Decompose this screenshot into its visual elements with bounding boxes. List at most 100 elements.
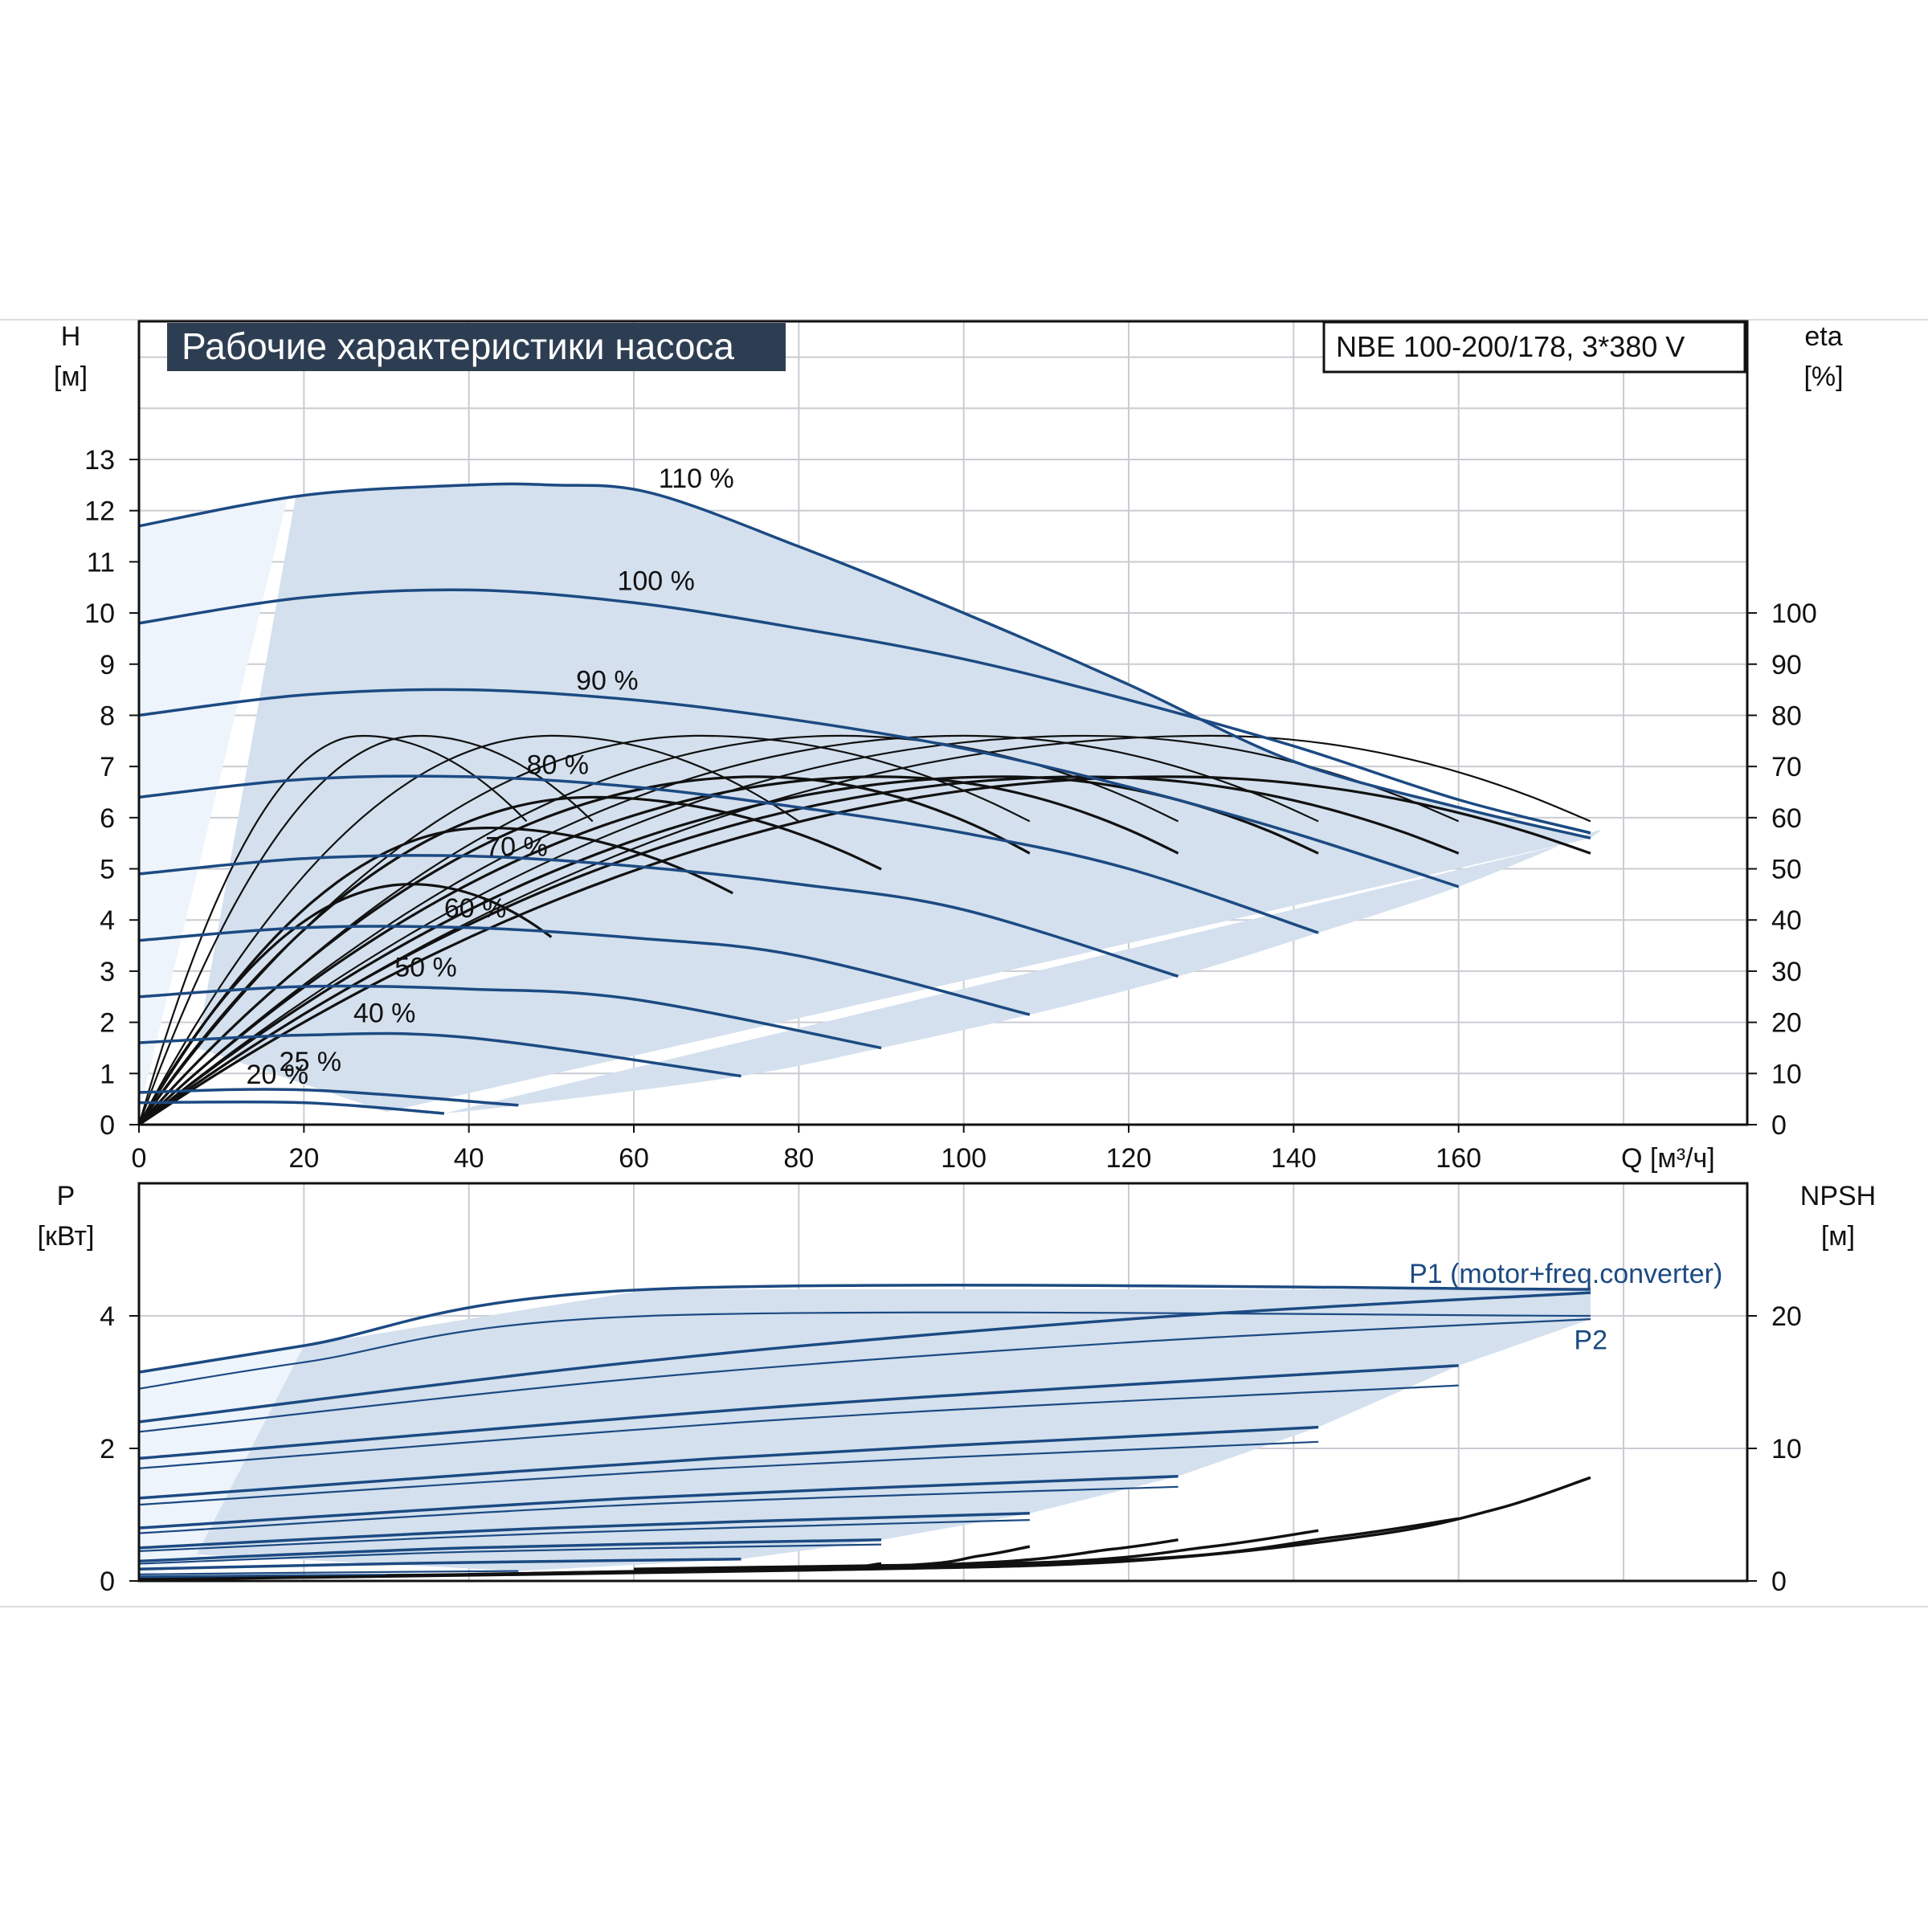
power-curve <box>138 1364 1459 1460</box>
y-tick-label: 9 <box>100 650 115 680</box>
power-curve <box>138 1425 1319 1500</box>
y2-tick-label: 20 <box>1771 1008 1802 1039</box>
efficiency-curve <box>137 775 1179 1126</box>
speed-curve-label: 90 % <box>576 666 639 696</box>
x-tick-label: 160 <box>1436 1143 1481 1174</box>
power-y-axis-label: P <box>57 1181 76 1211</box>
npsh-y-tick-label: 10 <box>1771 1434 1802 1464</box>
power-curve <box>138 1284 1591 1374</box>
power-curve <box>138 1570 519 1575</box>
efficiency-curve <box>138 775 1460 1126</box>
speed-curve-label: 80 % <box>527 750 590 781</box>
x-tick-label: 40 <box>454 1143 484 1174</box>
head-plot-frame <box>137 320 1749 1126</box>
y-tick-label: 4 <box>100 905 115 936</box>
speed-curve-label: 50 % <box>394 952 457 982</box>
efficiency-curve <box>138 734 1319 1125</box>
y-axis-unit: [м] <box>54 361 88 392</box>
y2-tick-label: 80 <box>1771 701 1802 731</box>
y-tick-label: 8 <box>100 701 115 731</box>
y2-tick-label: 50 <box>1771 855 1802 885</box>
x-tick-label: 20 <box>288 1143 319 1174</box>
model-label: NBE 100-200/178, 3*380 V <box>1322 321 1746 374</box>
power-curve <box>138 1558 741 1571</box>
power-operating-range-area <box>196 1289 1591 1571</box>
speed-curve <box>138 1100 445 1115</box>
y2-tick-label: 10 <box>1771 1059 1802 1089</box>
y-tick-label: 5 <box>100 855 115 885</box>
efficiency-curve <box>138 734 799 1125</box>
power-y-axis-unit: [кВт] <box>38 1221 95 1252</box>
y2-tick-label: 40 <box>1771 905 1802 936</box>
power-curve-annotation: P1 (motor+freq.converter) <box>1409 1259 1722 1289</box>
efficiency-curve <box>137 795 882 1125</box>
power-curve <box>138 1519 1030 1552</box>
operating-range-area <box>196 484 1601 1113</box>
x-tick-label: 140 <box>1271 1143 1317 1174</box>
x-tick-label: 80 <box>783 1143 814 1174</box>
x-axis-label: Q [м³/ч] <box>1621 1143 1715 1174</box>
power-y-tick-label: 0 <box>100 1566 115 1597</box>
x-tick-label: 60 <box>619 1143 649 1174</box>
power-y-tick-label: 4 <box>100 1301 115 1332</box>
npsh-y-tick-label: 0 <box>1771 1566 1787 1597</box>
speed-curve-label: 110 % <box>659 464 734 494</box>
y-tick-label: 12 <box>84 496 115 527</box>
power-curve-annotation: P2 <box>1574 1325 1607 1355</box>
y2-tick-label: 30 <box>1771 957 1802 987</box>
speed-curve <box>138 588 1591 835</box>
power-curve <box>138 1384 1459 1469</box>
y2-tick-label: 100 <box>1771 598 1817 629</box>
y-tick-label: 7 <box>100 752 115 782</box>
x-tick-label: 100 <box>941 1143 986 1174</box>
power-curve <box>138 1512 1030 1550</box>
speed-curve-label: 40 % <box>353 999 416 1029</box>
power-curve <box>138 1538 882 1563</box>
npsh-y-tick-label: 20 <box>1771 1301 1802 1332</box>
y-tick-label: 11 <box>87 547 115 578</box>
npsh-y-axis-unit: [м] <box>1821 1221 1855 1252</box>
y2-tick-label: 0 <box>1771 1110 1787 1141</box>
y2-axis-label: eta <box>1804 321 1842 352</box>
npsh-curve <box>386 1562 882 1578</box>
speed-curve <box>138 1088 519 1107</box>
y2-tick-label: 70 <box>1771 752 1802 782</box>
power-curve <box>138 1291 1591 1423</box>
power-curve <box>138 1543 882 1565</box>
y-axis-label: H <box>61 321 81 352</box>
low-flow-region <box>139 497 288 1115</box>
speed-curve <box>138 854 1179 978</box>
y2-tick-label: 60 <box>1771 803 1802 834</box>
y-tick-label: 2 <box>100 1008 115 1039</box>
y-tick-label: 13 <box>84 445 115 476</box>
power-y-tick-label: 2 <box>100 1434 115 1464</box>
power-curve <box>138 1311 1591 1390</box>
power-curve <box>138 1440 1319 1506</box>
chart-title-text: Рабочие характеристики насоса <box>182 325 734 367</box>
power-curve <box>138 1485 1178 1534</box>
power-curve <box>138 1318 1591 1433</box>
efficiency-curve <box>138 734 1460 1125</box>
efficiency-curve <box>137 826 733 1125</box>
x-tick-label: 120 <box>1106 1143 1152 1174</box>
power-curve <box>138 1474 1178 1530</box>
power-plot-frame <box>137 1182 1749 1583</box>
speed-curve <box>138 482 1591 840</box>
y-tick-label: 0 <box>100 1110 115 1141</box>
speed-curve <box>138 774 1319 934</box>
speed-curve-label: 60 % <box>444 893 507 924</box>
speed-curve-label: 70 % <box>485 832 548 863</box>
model-label-text: NBE 100-200/178, 3*380 V <box>1336 330 1685 363</box>
npsh-y-axis-label: NPSH <box>1800 1181 1876 1211</box>
npsh-curve <box>633 1517 1459 1571</box>
speed-curve-label: 20 % <box>246 1060 308 1090</box>
speed-curve-label: 100 % <box>617 566 694 596</box>
y2-axis-unit: [%] <box>1803 361 1843 392</box>
speed-curve-label: 25 % <box>280 1047 342 1077</box>
y-tick-label: 3 <box>100 957 115 987</box>
speed-curve <box>138 925 1031 1016</box>
speed-curve <box>138 1031 741 1078</box>
y-tick-label: 10 <box>84 598 115 629</box>
